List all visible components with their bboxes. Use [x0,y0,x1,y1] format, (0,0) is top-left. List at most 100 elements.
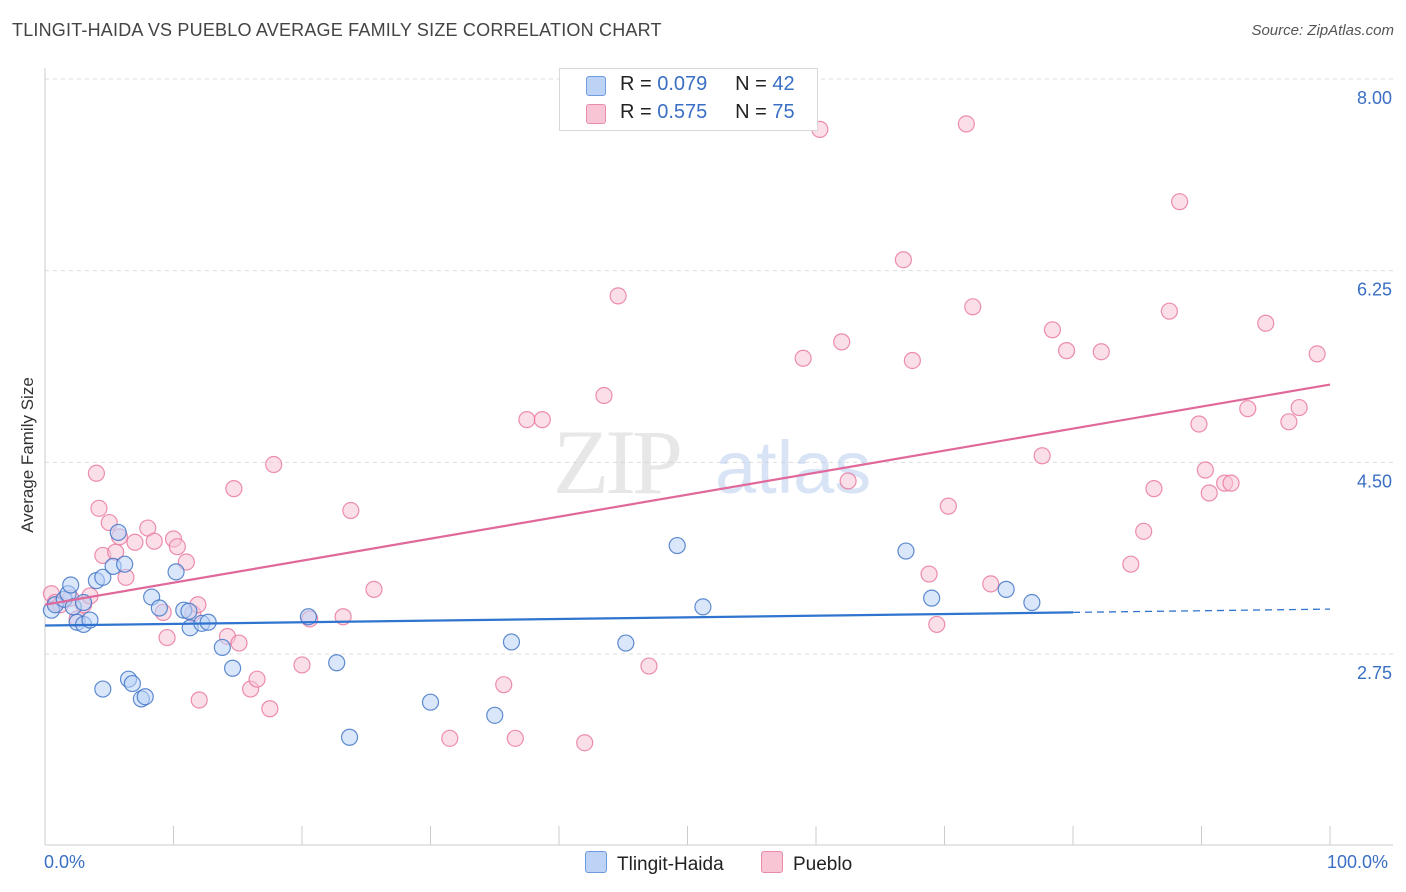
tlingit-haida-point [150,599,168,617]
pueblo-point [145,532,163,550]
tlingit-haida-point [299,608,318,626]
pueblo-point [640,657,658,675]
tlingit-haida-point [116,555,134,573]
source-label: Source: ZipAtlas.com [1251,22,1394,39]
pueblo-point [1057,342,1076,360]
pueblo-point [1122,555,1140,573]
legend-r-label: R = [620,101,652,123]
tlingit-haida-trend-extension [1072,608,1331,614]
pueblo-point [903,351,921,370]
pueblo-point [261,700,279,718]
legend-n-value: 42 [772,73,795,95]
pueblo-point [595,386,613,405]
tlingit-haida-point [486,706,504,724]
pueblo-points [42,115,1326,752]
pueblo-point [90,499,108,517]
tlingit-haida-point [502,633,521,651]
pueblo-point [518,411,536,429]
pueblo-point [1092,343,1110,361]
bottom-legend-pueblo: Pueblo [761,851,852,876]
y-tick-labels: 2.75 4.50 6.25 8.00 [1357,88,1392,683]
pueblo-point [1043,321,1062,339]
chart-title: TLINGIT-HAIDA VS PUEBLO AVERAGE FAMILY S… [12,20,662,40]
pueblo-point [533,411,551,429]
pueblo-point [190,691,208,709]
legend-swatch-blue [586,76,606,96]
tlingit-haida-point [617,634,635,652]
tlingit-haida-point [109,523,127,542]
bottom-legend-tlingit-haida: Tlingit-Haida [585,851,724,876]
pueblo-point [1290,398,1308,417]
tlingit-haida-point [123,674,141,693]
pueblo-point [495,676,513,694]
legend-r-value: 0.575 [657,101,708,123]
tlingit-haida-point [62,576,80,594]
pueblo-point [1196,461,1214,479]
pueblo-point [576,734,594,752]
watermark-zip: ZIP [553,411,680,513]
tlingit-haida-point [897,542,915,560]
y-tick-label: 4.50 [1357,471,1392,491]
bottom-legend-label: Tlingit-Haida [617,854,724,875]
pueblo-point [168,538,186,556]
x-tick-label-min: 0.0% [44,852,86,872]
pueblo-point [833,333,851,351]
tlingit-haida-point [328,654,346,672]
pueblo-point [982,575,1000,593]
legend-n-value: 75 [772,101,795,123]
pueblo-point [1160,302,1178,320]
y-axis-label: Average Family Size [18,377,37,533]
pueblo-point [1222,474,1240,492]
pueblo-point [225,480,243,498]
tlingit-haida-point [136,688,154,706]
tlingit-haida-point [340,728,359,746]
pueblo-point [1135,522,1153,540]
pueblo-point [1033,447,1051,465]
pueblo-point [1308,345,1326,363]
pueblo-point [609,287,627,305]
tlingit-haida-point [923,589,941,607]
pueblo-point [365,580,383,598]
tlingit-haida-trend-line [44,611,1074,627]
pueblo-point [1145,480,1163,498]
pueblo-point [894,251,912,269]
pueblo-point [957,115,975,133]
tlingit-haida-point [224,659,242,677]
pueblo-point [939,497,957,515]
pueblo-point [126,533,144,551]
legend-n-label: N = [735,101,767,123]
x-ticks [44,826,1331,845]
axes [44,68,1393,846]
legend-n-label: N = [735,73,767,95]
y-tick-label: 6.25 [1357,280,1392,300]
pueblo-point [794,349,812,367]
tlingit-haida-point [94,568,112,586]
pueblo-point [1239,400,1257,418]
pueblo-point [158,628,176,647]
pueblo-point [293,656,311,674]
pueblo-point [441,729,459,747]
pueblo-point [920,565,938,583]
y-tick-label: 8.00 [1357,88,1392,108]
pueblo-point [87,464,106,482]
tlingit-haida-point [668,536,686,555]
legend-r-value: 0.079 [657,73,708,95]
tlingit-haida-point [997,580,1015,598]
pueblo-point [964,298,982,316]
bottom-legend-label: Pueblo [793,854,853,875]
pueblo-point [230,634,248,652]
tlingit-haida-point [213,638,231,657]
pueblo-point [928,615,946,634]
pueblo-point [1280,413,1298,431]
pueblo-point [839,472,857,490]
legend-swatch-pink [586,104,606,124]
correlation-legend: R = 0.079 N = 42 R = 0.575 N = 75 [559,68,818,131]
bottom-legend-swatch-pink [761,851,783,873]
grid-lines [45,78,1393,655]
y-tick-label: 2.75 [1357,663,1392,683]
tlingit-haida-point [694,598,712,616]
pueblo-trend-line [44,383,1331,606]
bottom-legend-swatch-blue [585,851,607,873]
tlingit-haida-point [1023,593,1041,612]
